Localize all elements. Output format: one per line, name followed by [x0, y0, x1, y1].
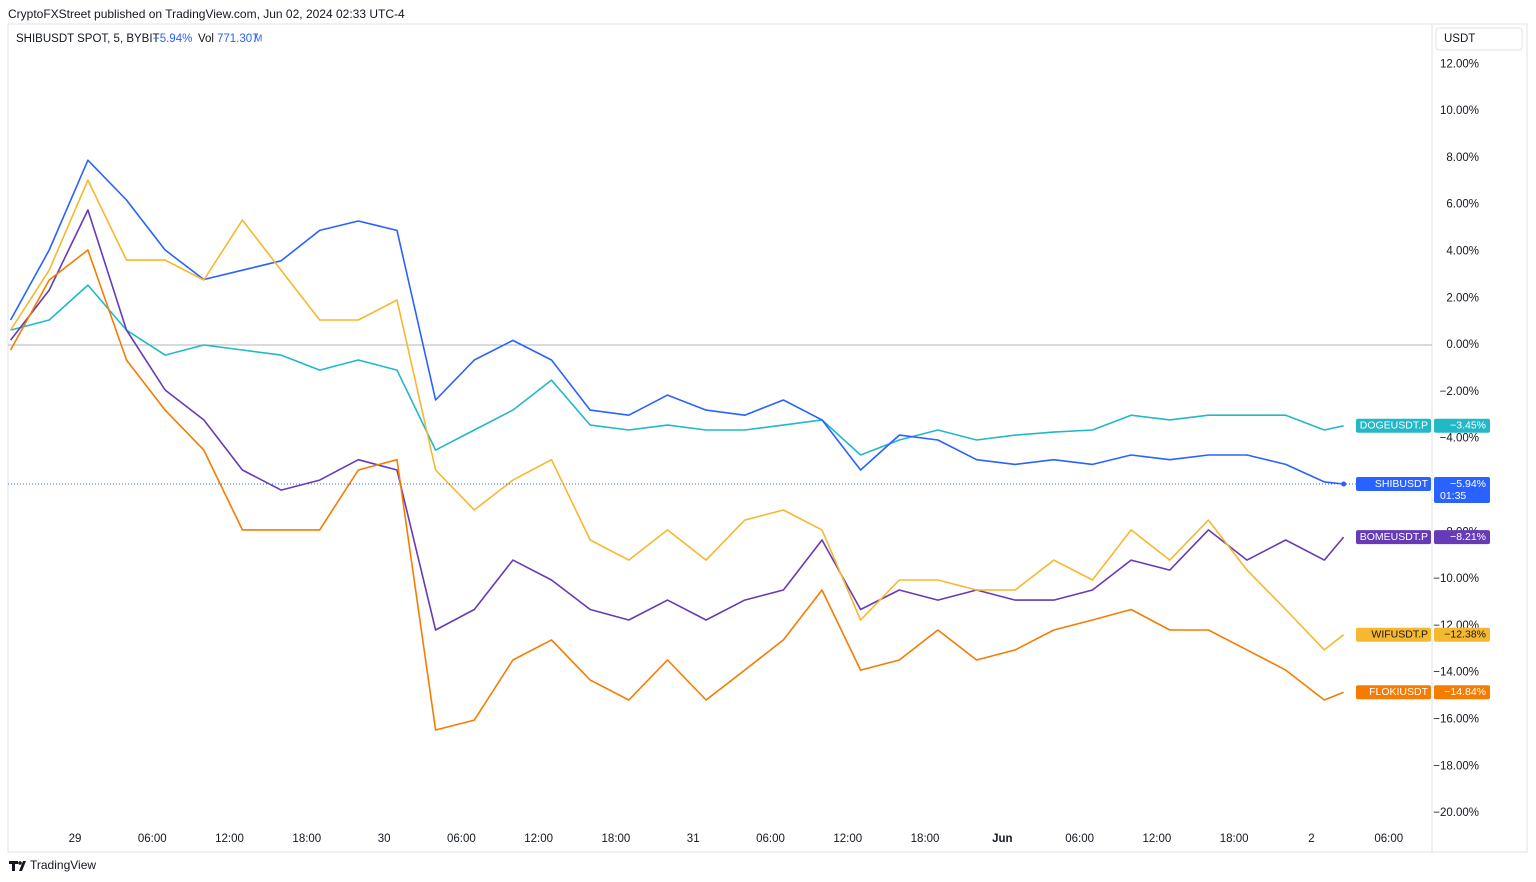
- y-tick-label: −16.00%: [1433, 713, 1479, 725]
- series-line: [9, 159, 1344, 485]
- currency: USDT: [1444, 33, 1475, 45]
- x-tick-label: 06:00: [138, 833, 167, 845]
- series-line: [9, 179, 1345, 651]
- y-tick-label: 0.00%: [1446, 339, 1479, 351]
- series-tag-name: DOGEUSDT.P: [1360, 420, 1428, 432]
- legend-vol-unit: M: [254, 34, 262, 45]
- series-tag-name-box: [1356, 477, 1431, 492]
- series-tag-name-box: [1356, 685, 1431, 700]
- legend-symbol: SHIBUSDT SPOT, 5, BYBIT: [16, 33, 160, 45]
- series-tag-value: −14.84%: [1444, 686, 1486, 698]
- y-tick-label: −10.00%: [1433, 573, 1479, 585]
- series-tag-name: FLOKIUSDT: [1369, 686, 1429, 698]
- series-tag-value: −12.38%: [1444, 629, 1486, 641]
- legend-vol-value: 771.307: [217, 33, 259, 45]
- series-line: [9, 209, 1345, 631]
- x-tick-label: 06:00: [447, 833, 476, 845]
- y-tick-label: −18.00%: [1433, 760, 1479, 772]
- y-tick-label: −14.00%: [1433, 667, 1479, 679]
- x-tick-label: Jun: [992, 833, 1012, 845]
- x-tick-label: 06:00: [1374, 833, 1403, 845]
- series-tag-value: −5.94%: [1450, 478, 1486, 490]
- x-tick-label: 31: [687, 833, 700, 845]
- x-tick-label: 12:00: [524, 833, 553, 845]
- x-tick-label: 18:00: [602, 833, 631, 845]
- y-tick-label: 12.00%: [1440, 58, 1479, 70]
- y-tick-label: 8.00%: [1446, 152, 1479, 164]
- x-tick-label: 18:00: [292, 833, 321, 845]
- series-line: [9, 249, 1344, 731]
- y-tick-label: 2.00%: [1446, 292, 1479, 304]
- currency-button[interactable]: [1435, 27, 1523, 51]
- tv-logo: [9, 861, 26, 871]
- x-tick-label: 18:00: [1220, 833, 1249, 845]
- series-tag-value-box: [1434, 477, 1490, 504]
- x-tick-label: 12:00: [215, 833, 244, 845]
- series-tag-name-box: [1356, 530, 1431, 545]
- x-tick-label: 06:00: [1065, 833, 1094, 845]
- y-tick-label: 6.00%: [1446, 199, 1479, 211]
- x-tick-label: 12:00: [833, 833, 862, 845]
- x-tick-label: 30: [378, 833, 391, 845]
- last-price-dot: [1341, 481, 1347, 487]
- series-tag-value-box: [1434, 685, 1490, 700]
- series-tag-name: BOMEUSDT.P: [1360, 531, 1428, 543]
- y-tick-label: −20.00%: [1433, 807, 1479, 819]
- series-line: [10, 284, 1344, 456]
- series-tag-value: −3.45%: [1450, 420, 1486, 432]
- y-tick-label: −4.00%: [1440, 433, 1479, 445]
- series-tag-value-box: [1434, 530, 1490, 545]
- y-tick-label: −2.00%: [1440, 386, 1479, 398]
- x-tick-label: 18:00: [911, 833, 940, 845]
- published-note: CryptoFXStreet published on TradingView.…: [8, 7, 405, 21]
- series-tag-value-box: [1434, 627, 1490, 642]
- series-tag-countdown: 01:35: [1440, 490, 1466, 502]
- series-tag-value: −8.21%: [1450, 531, 1486, 543]
- y-tick-label: 4.00%: [1446, 245, 1479, 257]
- legend-vol-label: Vol: [198, 33, 214, 45]
- x-tick-label: 2: [1308, 833, 1314, 845]
- series-tag-name: WIFUSDT.P: [1371, 629, 1428, 641]
- series-tag-name: SHIBUSDT: [1375, 478, 1429, 490]
- footer-brand: TradingView: [30, 858, 96, 872]
- series-tag-name-box: [1356, 627, 1431, 642]
- chart-frame: [7, 23, 1528, 853]
- y-tick-label: 10.00%: [1440, 105, 1479, 117]
- x-tick-label: 29: [69, 833, 82, 845]
- x-tick-label: 12:00: [1142, 833, 1171, 845]
- x-tick-label: 06:00: [756, 833, 785, 845]
- series-tag-value-box: [1434, 418, 1490, 433]
- legend-change: −5.94%: [153, 33, 192, 45]
- series-tag-name-box: [1356, 418, 1431, 433]
